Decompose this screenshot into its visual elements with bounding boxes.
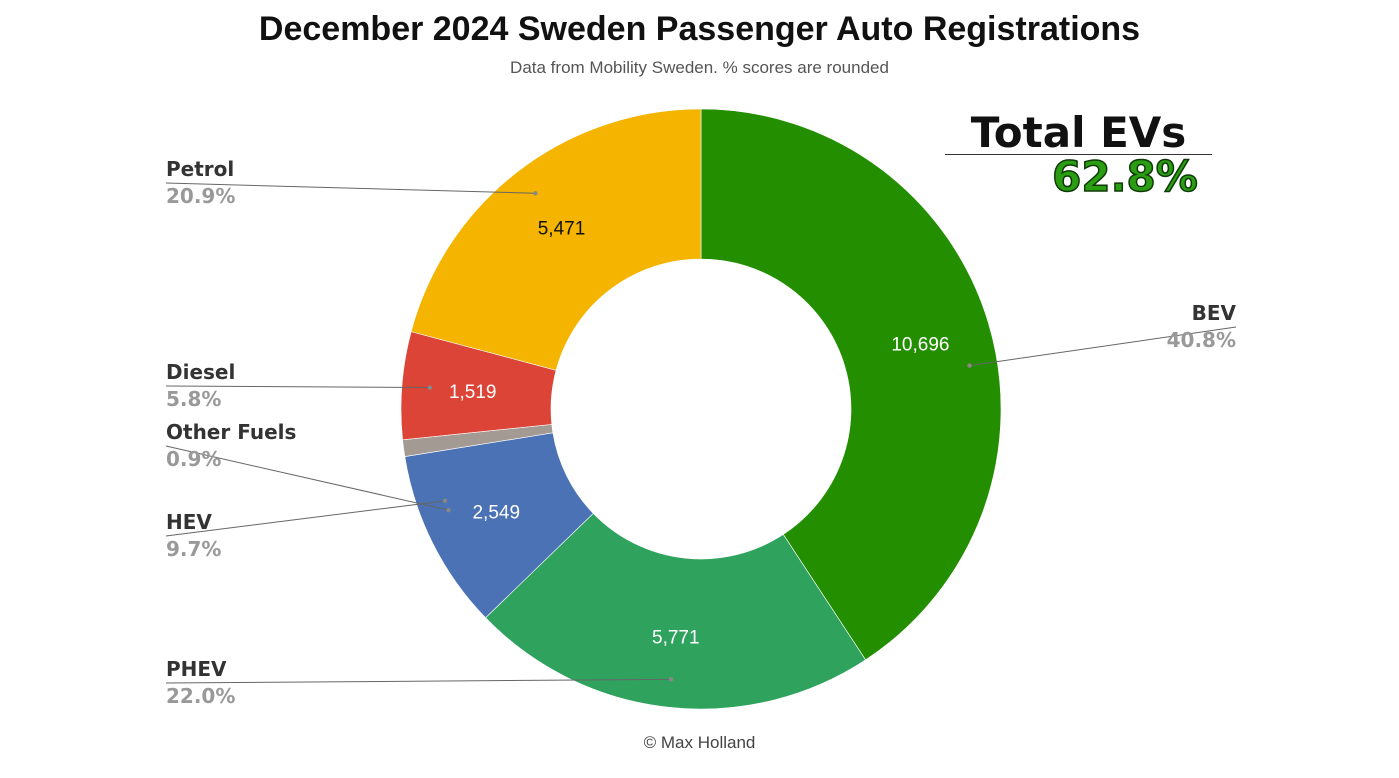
leader-dot-diesel bbox=[427, 385, 433, 390]
percent-label-diesel: 5.8% bbox=[166, 387, 221, 411]
percent-label-bev: 40.8% bbox=[1167, 328, 1236, 352]
percent-label-other-fuels: 0.9% bbox=[166, 447, 221, 471]
credit: © Max Holland bbox=[643, 733, 756, 752]
value-label-phev: 5,771 bbox=[652, 628, 700, 649]
value-label-bev: 10,696 bbox=[891, 334, 949, 355]
percent-label-phev: 22.0% bbox=[166, 684, 235, 708]
leader-dot-hev bbox=[442, 498, 448, 504]
leader-line-bev bbox=[969, 326, 1237, 367]
leader-dot-other-fuels bbox=[446, 507, 451, 513]
legend-label-bev: BEV bbox=[1192, 301, 1237, 325]
value-label-hev: 2,549 bbox=[472, 503, 520, 524]
slice-petrol bbox=[410, 108, 702, 371]
chart-title: December 2024 Sweden Passenger Auto Regi… bbox=[258, 10, 1141, 48]
total-evs-value: 62.8% bbox=[1051, 151, 1198, 202]
leader-line-other-fuels bbox=[165, 445, 449, 511]
percent-label-petrol: 20.9% bbox=[166, 184, 235, 208]
total-evs-divider bbox=[945, 154, 1212, 155]
leader-line-diesel bbox=[165, 385, 430, 389]
leader-line-phev bbox=[165, 678, 672, 684]
leader-dot-phev bbox=[668, 677, 674, 682]
legend-label-hev: HEV bbox=[166, 510, 212, 534]
chart-subtitle: Data from Mobility Sweden. % scores are … bbox=[510, 58, 889, 77]
slice-phev bbox=[485, 512, 866, 710]
total-evs-label: Total EVs bbox=[970, 108, 1187, 157]
leader-line-hev bbox=[165, 500, 446, 537]
legend-label-petrol: Petrol bbox=[166, 157, 234, 181]
value-label-petrol: 5,471 bbox=[538, 218, 586, 239]
leader-line-petrol bbox=[165, 182, 536, 194]
value-label-diesel: 1,519 bbox=[449, 382, 497, 403]
leader-dot-bev bbox=[967, 363, 972, 368]
percent-label-hev: 9.7% bbox=[166, 537, 221, 561]
legend-label-diesel: Diesel bbox=[166, 360, 235, 384]
legend-label-other-fuels: Other Fuels bbox=[166, 420, 296, 444]
slice-bev bbox=[700, 108, 1002, 661]
leader-dot-petrol bbox=[533, 191, 538, 196]
legend-label-phev: PHEV bbox=[166, 657, 227, 681]
